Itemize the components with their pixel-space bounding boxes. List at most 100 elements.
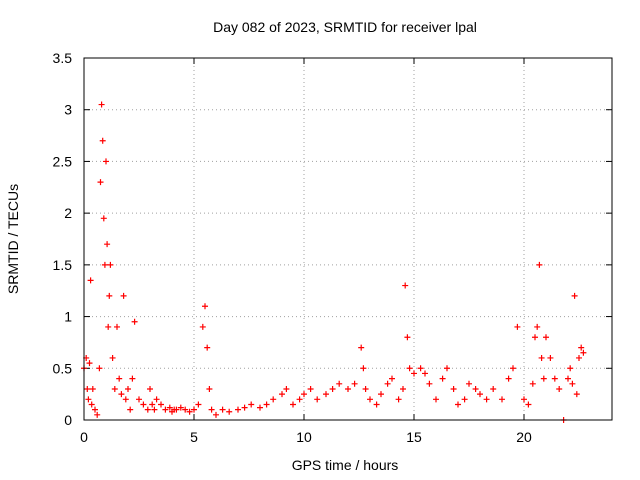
data-point: [129, 375, 136, 382]
data-point: [147, 385, 153, 392]
y-tick-label: 2: [64, 205, 72, 221]
data-point: [85, 396, 92, 403]
data-point: [162, 406, 169, 413]
data-point: [571, 292, 578, 299]
data-point: [199, 323, 206, 330]
x-tick-label: 5: [190, 429, 198, 445]
data-point: [195, 401, 202, 408]
y-tick-label: 3: [64, 102, 72, 118]
data-point: [97, 179, 104, 186]
data-point: [208, 406, 215, 413]
data-point: [116, 375, 123, 382]
data-point: [565, 375, 571, 382]
data-point: [521, 396, 527, 403]
data-point: [111, 385, 118, 392]
y-tick-label: 2.5: [53, 153, 73, 169]
data-point: [101, 261, 108, 268]
data-point: [263, 401, 270, 408]
data-point: [483, 396, 490, 403]
data-point: [125, 385, 131, 392]
data-point: [105, 323, 112, 330]
x-axis-label: GPS time / hours: [292, 457, 399, 473]
data-point: [235, 406, 241, 413]
data-point: [314, 396, 321, 403]
data-point: [351, 380, 358, 387]
data-point: [373, 401, 380, 408]
data-point: [569, 380, 576, 387]
data-point: [84, 385, 91, 392]
data-point: [88, 401, 95, 408]
data-point: [580, 349, 587, 356]
data-point: [206, 385, 213, 392]
data-point: [204, 344, 211, 351]
data-point: [226, 408, 233, 415]
data-point: [127, 406, 134, 413]
data-point: [417, 365, 424, 372]
data-point: [98, 101, 105, 108]
grid-lines: [84, 58, 612, 420]
data-point: [89, 385, 96, 392]
plot-frame: [83, 57, 613, 421]
data-point: [578, 344, 585, 351]
data-point: [131, 318, 138, 325]
data-point: [455, 401, 461, 408]
data-point: [219, 406, 226, 413]
data-point: [107, 261, 114, 268]
data-point: [241, 404, 248, 411]
data-point: [270, 396, 277, 403]
data-point: [99, 137, 106, 144]
data-point: [540, 375, 547, 382]
data-point: [182, 406, 189, 413]
axis-ticks: [83, 57, 612, 421]
data-point: [114, 323, 120, 330]
data-point: [191, 406, 197, 413]
data-point: [362, 385, 369, 392]
data-point: [510, 365, 516, 372]
data-point: [402, 282, 409, 289]
data-point: [551, 375, 558, 382]
data-point: [450, 385, 457, 392]
data-point: [87, 277, 94, 284]
data-point: [433, 396, 439, 403]
data-points: [81, 101, 587, 423]
data-point: [406, 365, 413, 372]
data-point: [158, 401, 164, 408]
y-tick-label: 1.5: [53, 257, 73, 273]
data-point: [296, 396, 303, 403]
data-point: [490, 385, 497, 392]
data-point: [144, 406, 151, 413]
data-point: [336, 380, 343, 387]
x-tick-label: 10: [296, 429, 312, 445]
data-point: [389, 375, 395, 382]
data-point: [104, 241, 111, 248]
data-point: [202, 303, 208, 310]
y-tick-label: 0.5: [53, 360, 73, 376]
data-point: [279, 391, 285, 398]
data-point: [140, 401, 147, 408]
data-point: [248, 401, 255, 408]
data-point: [360, 365, 367, 372]
data-point: [103, 158, 109, 165]
data-point: [505, 375, 512, 382]
x-tick-label: 20: [516, 429, 532, 445]
data-point: [177, 404, 184, 411]
data-point: [329, 385, 336, 392]
data-point: [536, 261, 543, 268]
data-point: [86, 360, 93, 367]
data-point: [466, 380, 472, 387]
data-point: [301, 391, 307, 398]
data-point: [92, 406, 98, 413]
data-point: [411, 370, 417, 377]
data-point: [367, 396, 373, 403]
data-point: [96, 365, 103, 372]
data-point: [153, 396, 160, 403]
data-point: [186, 408, 193, 415]
data-point: [173, 406, 180, 413]
data-point: [151, 406, 158, 413]
data-point: [283, 385, 290, 392]
data-point: [514, 323, 521, 330]
data-point: [529, 380, 536, 387]
data-point: [395, 396, 402, 403]
data-point: [426, 380, 433, 387]
